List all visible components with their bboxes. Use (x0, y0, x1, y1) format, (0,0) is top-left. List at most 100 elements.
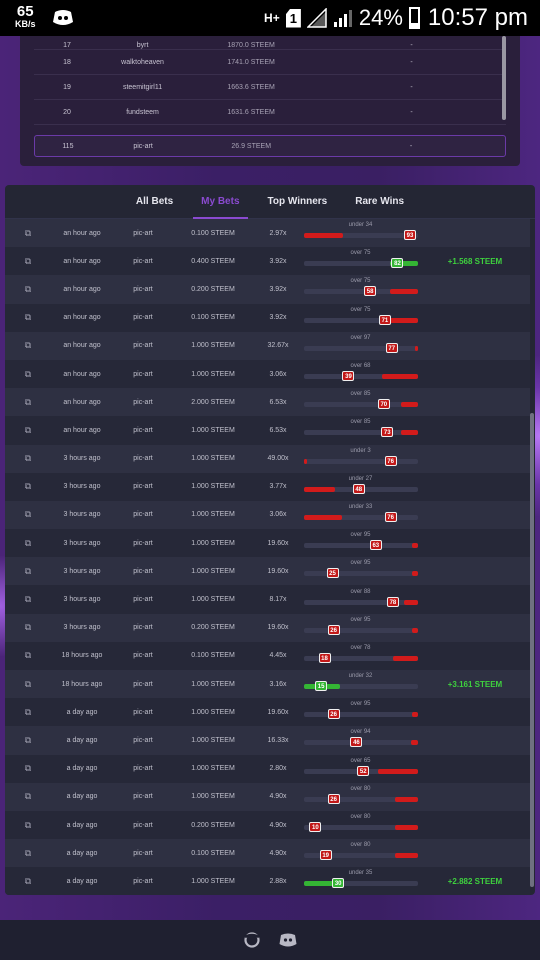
leaderboard-row[interactable]: 17 byrt 1870.0 STEEM - (34, 36, 506, 50)
bet-multiplier: 4.90x (269, 793, 287, 801)
external-link-icon[interactable]: ⧉ (24, 312, 32, 323)
external-link-icon[interactable]: ⧉ (24, 509, 32, 520)
leaderboard-scrollbar[interactable] (502, 36, 506, 120)
bet-user[interactable]: pic-art (133, 652, 153, 660)
external-link-icon[interactable]: ⧉ (24, 396, 32, 407)
bets-scrollbar[interactable] (530, 413, 534, 887)
tab-rare-wins[interactable]: Rare Wins (355, 195, 405, 207)
external-link-icon[interactable]: ⧉ (24, 650, 32, 661)
bet-user[interactable]: pic-art (133, 567, 153, 575)
external-link-icon[interactable]: ⧉ (24, 424, 32, 435)
bet-row: ⧉ an hour ago pic-art 1.000 STEEM 32.67x… (5, 331, 530, 360)
bet-time: a day ago (66, 793, 98, 801)
bet-row: ⧉ a day ago pic-art 1.000 STEEM 2.80x ov… (5, 754, 530, 783)
tab-top-winners[interactable]: Top Winners (267, 195, 328, 207)
external-link-icon[interactable]: ⧉ (24, 622, 32, 633)
external-link-icon[interactable]: ⧉ (24, 791, 32, 802)
external-link-icon[interactable]: ⧉ (24, 734, 32, 745)
leaderboard-user[interactable]: pic-art (133, 142, 153, 150)
bet-multiplier: 4.45x (269, 652, 287, 660)
external-link-icon[interactable]: ⧉ (24, 565, 32, 576)
bet-user[interactable]: pic-art (133, 229, 153, 237)
bet-user[interactable]: pic-art (133, 370, 153, 378)
leaderboard-rank: 115 (62, 142, 74, 150)
bet-condition: over 65 (350, 757, 371, 764)
bet-user[interactable]: pic-art (133, 539, 153, 547)
bet-user[interactable]: pic-art (133, 736, 153, 744)
external-link-icon[interactable]: ⧉ (24, 537, 32, 548)
bet-user[interactable]: pic-art (133, 285, 153, 293)
tab-all-bets[interactable]: All Bets (135, 195, 174, 207)
bet-payout: +2.882 STEEM (447, 876, 503, 886)
external-link-icon[interactable]: ⧉ (24, 706, 32, 717)
steem-logo-icon[interactable] (243, 932, 261, 948)
bet-user[interactable]: pic-art (133, 455, 153, 463)
bet-user[interactable]: pic-art (133, 793, 153, 801)
roll-result-marker: 77 (385, 342, 398, 353)
bet-time: 3 hours ago (63, 624, 101, 632)
leaderboard-user[interactable]: fundsteem (126, 108, 159, 116)
roll-track (304, 289, 418, 295)
roll-target-range (389, 289, 418, 295)
bet-user[interactable]: pic-art (133, 483, 153, 491)
external-link-icon[interactable]: ⧉ (24, 594, 32, 605)
roll-result-marker: 70 (377, 399, 390, 410)
leaderboard-extra: - (410, 42, 413, 49)
leaderboard-row[interactable]: 18 walktoheaven 1741.0 STEEM - (34, 50, 506, 75)
roll-result-marker: 15 (315, 681, 328, 692)
external-link-icon[interactable]: ⧉ (24, 819, 32, 830)
bet-row: ⧉ an hour ago pic-art 2.000 STEEM 6.53x … (5, 388, 530, 417)
bet-user[interactable]: pic-art (133, 596, 153, 604)
external-link-icon[interactable]: ⧉ (24, 847, 32, 858)
bet-amount: 1.000 STEEM (191, 567, 235, 575)
roll-result-marker: 25 (326, 568, 339, 579)
external-link-icon[interactable]: ⧉ (24, 340, 32, 351)
bet-user[interactable]: pic-art (133, 257, 153, 265)
leaderboard-user[interactable]: walktoheaven (121, 58, 164, 66)
external-link-icon[interactable]: ⧉ (24, 227, 32, 238)
bet-user[interactable]: pic-art (133, 877, 153, 885)
external-link-icon[interactable]: ⧉ (24, 875, 32, 886)
bet-amount: 0.200 STEEM (191, 285, 235, 293)
bet-user[interactable]: pic-art (133, 765, 153, 773)
bet-multiplier: 6.53x (269, 426, 287, 434)
leaderboard-user[interactable]: steemitgirl11 (122, 83, 163, 91)
external-link-icon[interactable]: ⧉ (24, 453, 32, 464)
bet-user[interactable]: pic-art (133, 398, 153, 406)
roll-target-range (395, 825, 418, 831)
bet-condition: over 85 (350, 391, 371, 398)
bet-condition: over 78 (350, 644, 371, 651)
leaderboard-user[interactable]: byrt (136, 42, 149, 49)
bet-roll-bar: over 80 26 (303, 783, 425, 811)
external-link-icon[interactable]: ⧉ (24, 763, 32, 774)
bet-multiplier: 6.53x (269, 398, 287, 406)
clock: 10:57 pm (427, 4, 528, 31)
bet-multiplier: 3.92x (269, 257, 287, 265)
leaderboard-current-user-row[interactable]: 115 pic-art 26.9 STEEM - (34, 135, 506, 157)
external-link-icon[interactable]: ⧉ (24, 481, 32, 492)
bet-user[interactable]: pic-art (133, 426, 153, 434)
bet-user[interactable]: pic-art (133, 708, 153, 716)
bet-user[interactable]: pic-art (133, 342, 153, 350)
bet-user[interactable]: pic-art (133, 314, 153, 322)
bet-user[interactable]: pic-art (133, 849, 153, 857)
leaderboard-row[interactable]: 20 fundsteem 1631.6 STEEM - (34, 100, 506, 125)
bet-roll-bar: over 94 46 (303, 726, 425, 754)
tab-my-bets[interactable]: My Bets (187, 185, 253, 219)
bet-roll-bar: over 85 70 (303, 388, 425, 416)
external-link-icon[interactable]: ⧉ (24, 255, 32, 266)
roll-track (304, 374, 418, 380)
bet-user[interactable]: pic-art (133, 511, 153, 519)
external-link-icon[interactable]: ⧉ (24, 368, 32, 379)
leaderboard-row[interactable]: 19 steemitgirl11 1663.6 STEEM - (34, 75, 506, 100)
status-icons: H+ 1 24% 10:57 pm (264, 4, 528, 32)
bet-user[interactable]: pic-art (133, 624, 153, 632)
bet-user[interactable]: pic-art (133, 680, 153, 688)
external-link-icon[interactable]: ⧉ (24, 678, 32, 689)
leaderboard-amount: 1631.6 STEEM (227, 108, 275, 116)
bet-user[interactable]: pic-art (133, 821, 153, 829)
roll-track (304, 712, 418, 718)
discord-icon[interactable] (279, 932, 297, 948)
bet-multiplier: 3.92x (269, 314, 287, 322)
external-link-icon[interactable]: ⧉ (24, 283, 32, 294)
